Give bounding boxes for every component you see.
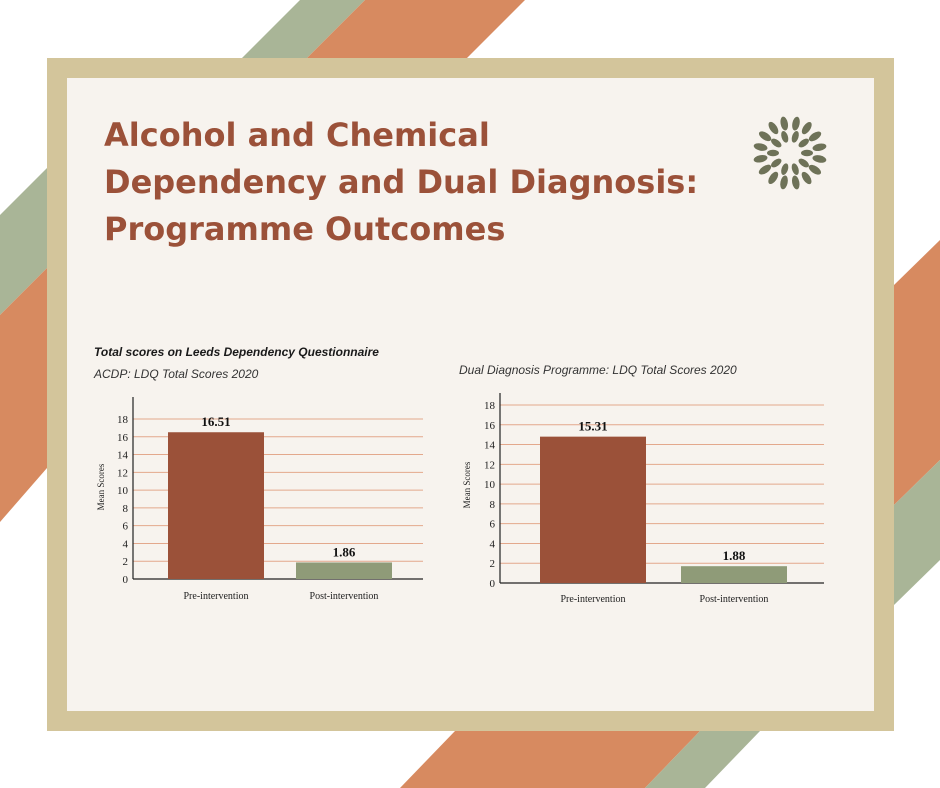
logo-leaf: [801, 121, 812, 135]
logo-leaf: [758, 131, 772, 142]
chart-2-title: Dual Diagnosis Programme: LDQ Total Scor…: [459, 363, 737, 377]
logo-leaf: [801, 149, 813, 157]
logo-leaf: [781, 131, 789, 143]
logo-leaf: [801, 171, 812, 185]
logo-leaf: [812, 143, 827, 152]
stripe-green-left: [0, 168, 47, 315]
stripe-green-top: [230, 0, 365, 70]
logo-leaf: [808, 131, 822, 142]
logo-leaf: [780, 175, 788, 190]
stripe-orange-left: [0, 268, 47, 522]
logo-leaf: [768, 121, 779, 135]
page-title: Alcohol and Chemical Dependency and Dual…: [104, 112, 698, 253]
logo-leaf: [791, 163, 799, 175]
logo-leaf: [753, 154, 768, 163]
stripe-orange-top: [295, 0, 525, 70]
logo-leaf: [798, 158, 809, 168]
content-panel: [67, 78, 874, 711]
logo-leaf: [792, 116, 800, 131]
logo-leaf: [753, 143, 768, 151]
chart-1-title: ACDP: LDQ Total Scores 2020: [94, 367, 259, 381]
title-line-3: Programme Outcomes: [104, 210, 506, 248]
stripe-orange-right: [894, 240, 940, 505]
leaf-wreath-icon: [753, 116, 827, 190]
stripe-green-right: [894, 460, 940, 605]
title-line-1: Alcohol and Chemical: [104, 116, 490, 154]
logo-leaf: [798, 138, 809, 148]
logo-leaf: [808, 164, 822, 175]
logo-leaf: [771, 138, 782, 148]
logo-leaf: [780, 116, 789, 131]
logo-leaf: [758, 164, 772, 175]
logo-leaf: [791, 175, 800, 190]
stripe-green-bottom: [645, 731, 760, 788]
logo-leaf: [768, 171, 779, 185]
logo-leaf: [812, 155, 827, 163]
logo-leaf: [781, 163, 789, 175]
stripe-orange-bottom: [400, 731, 700, 788]
title-line-2: Dependency and Dual Diagnosis:: [104, 163, 699, 201]
logo-leaf: [767, 149, 779, 157]
chart-heading: Total scores on Leeds Dependency Questio…: [94, 345, 379, 359]
logo-leaf: [791, 131, 799, 143]
logo-leaf: [771, 158, 782, 168]
